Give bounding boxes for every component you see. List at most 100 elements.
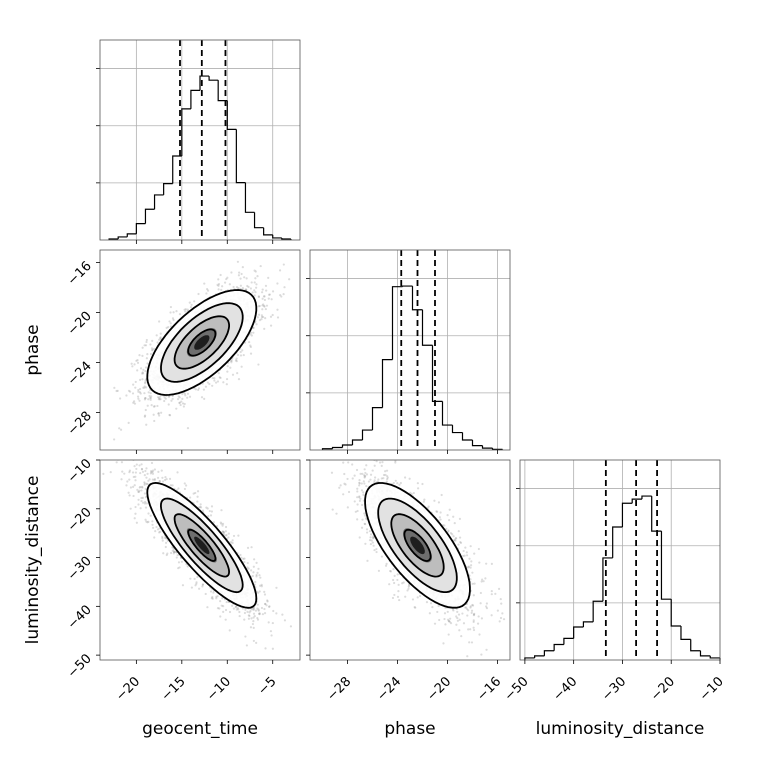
- scatter-point: [157, 470, 160, 473]
- scatter-point: [220, 604, 223, 607]
- scatter-point: [246, 546, 250, 549]
- scatter-point: [246, 245, 248, 247]
- scatter-point: [276, 282, 279, 285]
- scatter-point: [127, 491, 130, 494]
- scatter-point: [153, 479, 156, 482]
- scatter-point: [157, 396, 161, 399]
- scatter-point: [147, 520, 150, 523]
- scatter-point: [260, 583, 263, 586]
- scatter-point: [206, 507, 209, 510]
- scatter-point: [262, 295, 266, 298]
- scatter-point: [211, 384, 214, 387]
- scatter-point: [171, 484, 174, 487]
- scatter-point: [149, 396, 152, 400]
- scatter-point: [262, 304, 266, 307]
- scatter-point: [164, 476, 167, 479]
- scatter-point: [249, 609, 252, 613]
- scatter-point: [115, 461, 118, 464]
- scatter-point: [144, 379, 147, 382]
- scatter-point: [168, 320, 171, 323]
- scatter-point: [167, 403, 170, 406]
- scatter-point: [231, 539, 234, 542]
- scatter-point: [264, 284, 268, 287]
- scatter-point: [264, 647, 267, 650]
- hist-bin: [190, 89, 200, 109]
- scatter-point: [128, 469, 132, 472]
- scatter-point: [164, 397, 167, 400]
- scatter-point: [257, 295, 260, 299]
- scatter-point: [264, 307, 267, 311]
- scatter-point: [222, 530, 225, 534]
- scatter-point: [180, 400, 183, 403]
- scatter-point: [186, 427, 190, 430]
- scatter-point: [197, 292, 200, 296]
- scatter-point: [194, 491, 197, 495]
- scatter-point: [141, 372, 145, 375]
- scatter-point: [262, 303, 265, 306]
- scatter-point: [189, 496, 192, 499]
- scatter-point: [151, 348, 154, 351]
- scatter-point: [251, 574, 254, 578]
- hist-bin: [361, 429, 373, 441]
- hist-bin: [690, 639, 701, 652]
- scatter-point: [128, 494, 131, 497]
- scatter-point: [144, 344, 148, 347]
- scatter-point: [195, 581, 198, 584]
- scatter-point: [145, 502, 148, 505]
- scatter-point: [264, 316, 267, 320]
- scatter-point: [164, 537, 168, 540]
- scatter-point: [145, 482, 148, 485]
- scatter-point: [150, 469, 153, 473]
- hist-bin: [253, 212, 264, 229]
- scatter-point: [128, 471, 131, 474]
- scatter-point: [141, 346, 144, 349]
- scatter-point: [130, 362, 133, 365]
- scatter-point: [248, 611, 251, 614]
- scatter-point: [143, 474, 146, 477]
- scatter-point: [242, 353, 245, 357]
- scatter-point: [220, 509, 223, 512]
- scatter-point: [150, 471, 153, 474]
- scatter-point: [247, 617, 250, 620]
- scatter-point: [255, 561, 258, 564]
- scatter-point: [137, 503, 140, 506]
- scatter-point: [204, 592, 207, 596]
- scatter-point: [236, 260, 240, 263]
- scatter-point: [139, 392, 142, 395]
- scatter-point: [266, 600, 269, 603]
- scatter-point: [171, 317, 175, 320]
- scatter-point: [263, 295, 266, 298]
- scatter-point: [139, 378, 142, 381]
- scatter-point: [145, 386, 148, 389]
- scatter-point: [206, 287, 209, 291]
- scatter-point: [239, 354, 243, 357]
- scatter-point: [246, 610, 249, 613]
- scatter-point: [261, 308, 264, 311]
- scatter-point: [151, 520, 154, 523]
- scatter-point: [247, 567, 250, 570]
- scatter-point: [228, 629, 231, 632]
- scatter-point: [133, 363, 136, 366]
- scatter-point: [261, 288, 264, 291]
- scatter-point: [149, 398, 152, 401]
- scatter-point: [146, 353, 149, 356]
- scatter-point: [218, 376, 221, 379]
- scatter-point: [143, 385, 146, 388]
- scatter-point: [255, 286, 258, 289]
- scatter-point: [143, 415, 146, 418]
- hist-bin: [144, 208, 155, 224]
- scatter-point: [255, 641, 258, 644]
- scatter-point: [181, 397, 184, 400]
- scatter-point: [136, 361, 140, 364]
- scatter-point: [236, 606, 239, 610]
- scatter-point: [259, 584, 262, 587]
- scatter-point: [159, 337, 162, 340]
- scatter-point: [216, 380, 220, 383]
- scatter-point: [150, 403, 153, 407]
- scatter-point: [203, 282, 206, 285]
- hist-bin: [181, 108, 191, 156]
- scatter-point: [213, 379, 216, 382]
- scatter-point: [282, 293, 285, 296]
- scatter-point: [222, 531, 226, 534]
- scatter-point: [150, 347, 154, 350]
